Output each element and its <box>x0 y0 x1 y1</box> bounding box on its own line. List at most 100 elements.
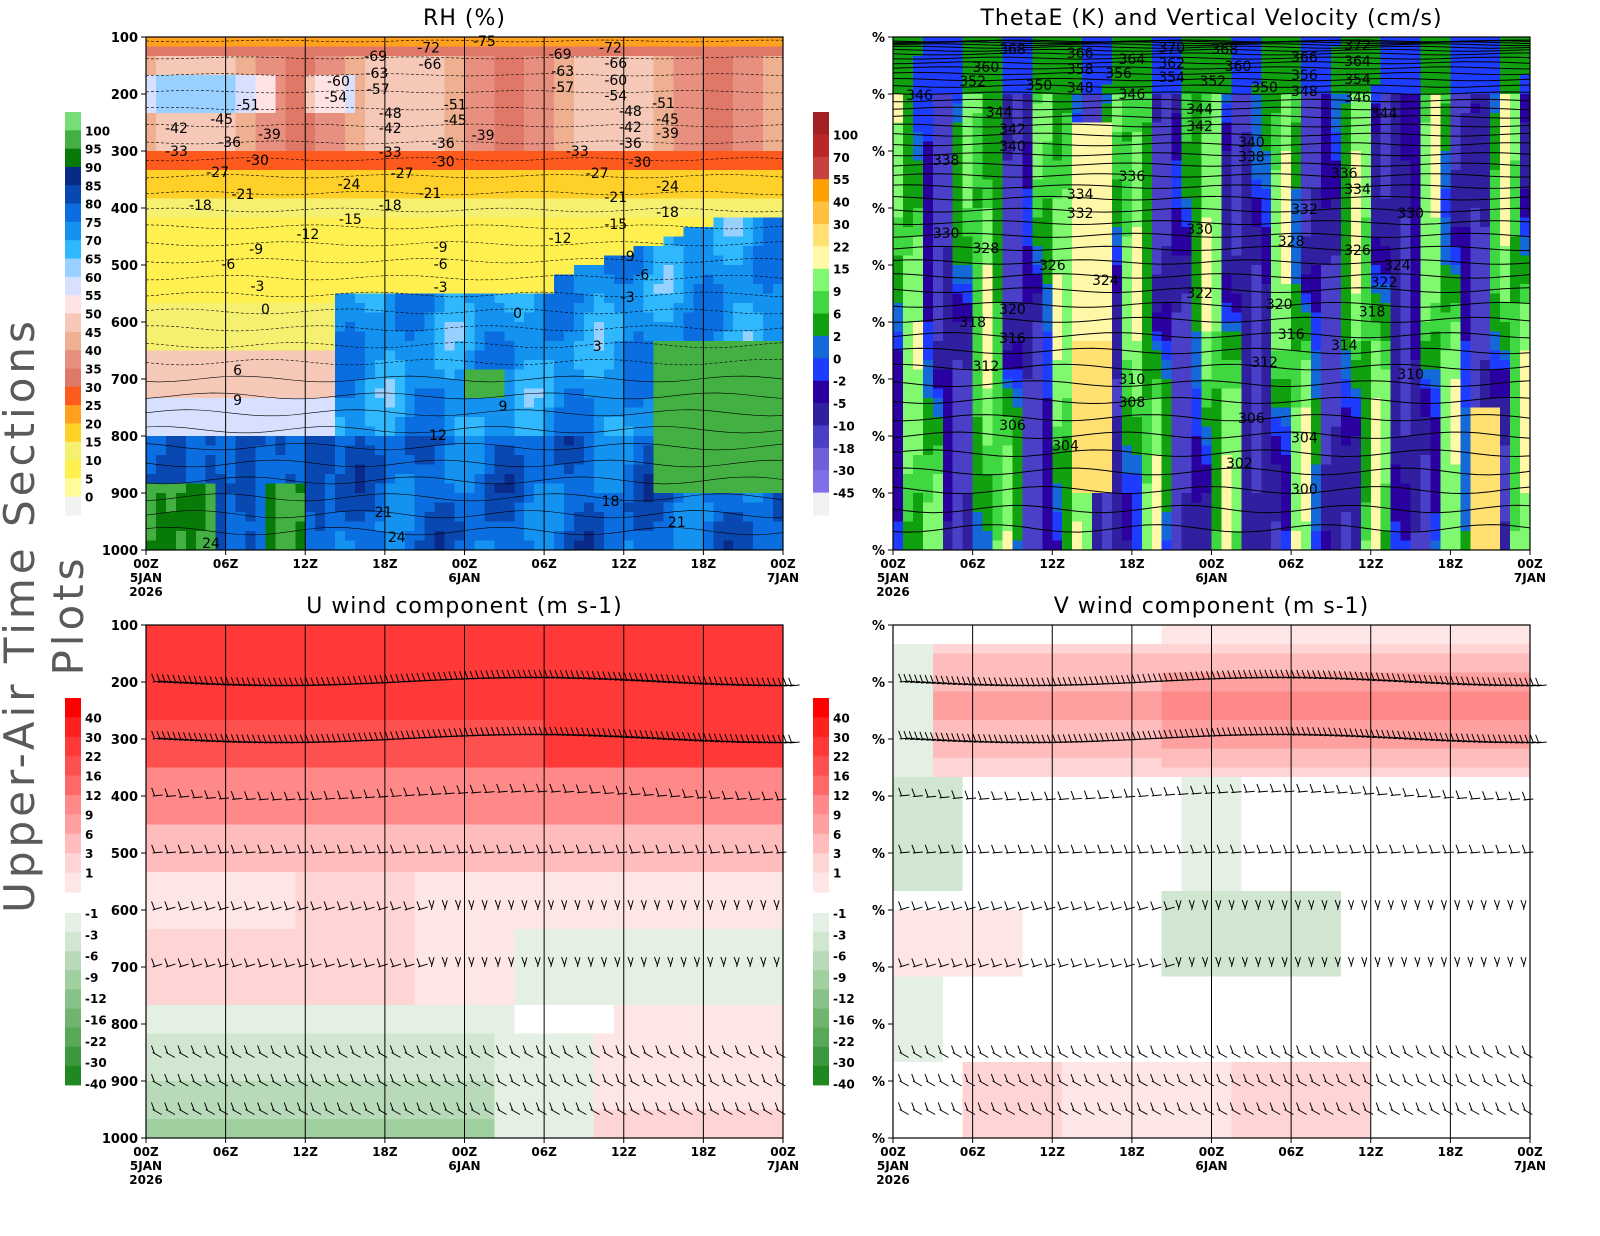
filled-contour-cell <box>952 540 964 551</box>
filled-contour-cell <box>643 170 655 181</box>
filled-contour-cell <box>524 113 535 124</box>
filled-contour-cell <box>235 198 247 209</box>
filled-contour-cell <box>723 284 734 295</box>
filled-contour-cell <box>1052 531 1063 542</box>
filled-contour-cell <box>613 293 625 304</box>
filled-contour-cell <box>265 464 276 475</box>
filled-contour-cell <box>325 246 336 257</box>
filled-contour-cell <box>325 502 336 513</box>
filled-contour-cell <box>155 360 167 371</box>
filled-contour-cell <box>454 407 466 418</box>
filled-contour-cell <box>504 236 515 247</box>
filled-contour-cell <box>335 388 346 399</box>
filled-contour-cell <box>733 208 744 219</box>
filled-contour-cell <box>1121 189 1133 200</box>
filled-contour-cell <box>693 417 704 428</box>
filled-contour-cell <box>315 75 326 86</box>
filled-contour-cell <box>992 360 1004 371</box>
filled-contour-cell <box>583 141 595 152</box>
filled-contour-cell <box>683 113 695 124</box>
filled-contour-cell <box>554 502 565 513</box>
filled-contour-cell <box>683 502 695 513</box>
filled-contour-cell <box>245 331 257 342</box>
filled-contour-cell <box>633 531 645 542</box>
filled-contour-cell <box>633 512 645 523</box>
filled-contour-cell <box>195 122 207 133</box>
filled-contour-cell <box>374 512 386 523</box>
filled-contour-cell <box>514 179 525 190</box>
filled-contour-cell <box>524 246 535 257</box>
filled-contour-cell <box>185 540 197 551</box>
filled-contour-cell <box>474 331 486 342</box>
contour-label: -69 <box>364 49 387 65</box>
filled-contour-cell <box>613 46 625 57</box>
filled-contour-cell <box>932 208 944 219</box>
filled-contour-cell <box>355 179 366 190</box>
filled-contour-cell <box>713 322 724 333</box>
filled-contour-cell <box>1012 388 1023 399</box>
filled-contour-cell <box>195 141 207 152</box>
filled-contour-cell <box>195 113 207 124</box>
filled-contour-cell <box>434 255 446 266</box>
filled-contour-cell <box>763 350 774 361</box>
filled-contour-cell <box>583 189 595 200</box>
filled-contour-cell <box>683 189 695 200</box>
filled-contour-cell <box>1012 369 1023 380</box>
filled-contour-cell <box>424 331 436 342</box>
filled-contour-cell <box>613 493 625 504</box>
filled-contour-cell <box>593 84 605 95</box>
filled-contour-cell <box>613 255 625 266</box>
filled-contour-cell <box>893 322 904 333</box>
filled-contour-cell <box>703 284 714 295</box>
filled-contour-cell <box>663 151 675 162</box>
filled-contour-cell <box>643 512 655 523</box>
filled-contour-cell <box>583 350 595 361</box>
filled-contour-cell <box>603 65 615 76</box>
filled-contour-cell <box>484 512 495 523</box>
filled-contour-cell <box>753 407 764 418</box>
filled-contour-cell <box>474 531 486 542</box>
filled-contour-cell <box>753 312 764 323</box>
filled-contour-cell <box>384 521 396 532</box>
filled-contour-cell <box>285 531 296 542</box>
filled-contour-cell <box>464 474 476 485</box>
filled-contour-cell <box>992 369 1004 380</box>
filled-contour-cell <box>663 208 675 219</box>
filled-contour-cell <box>1082 132 1093 143</box>
filled-contour-cell <box>743 341 754 352</box>
filled-contour-cell <box>713 493 724 504</box>
filled-contour-cell <box>1111 426 1123 437</box>
filled-contour-cell <box>713 151 724 162</box>
filled-contour-cell <box>175 293 187 304</box>
filled-contour-cell <box>484 464 495 475</box>
filled-contour-cell <box>225 436 237 447</box>
filled-contour-cell <box>285 37 296 48</box>
filled-contour-cell <box>613 132 625 143</box>
filled-contour-cell <box>155 436 167 447</box>
filled-contour-cell <box>1012 312 1023 323</box>
filled-contour-cell <box>146 227 157 238</box>
filled-contour-cell <box>613 398 625 409</box>
filled-contour-cell <box>1012 246 1023 257</box>
filled-contour-cell <box>1072 322 1083 333</box>
filled-contour-cell <box>703 122 714 133</box>
filled-contour-cell <box>414 474 426 485</box>
filled-contour-cell <box>255 436 267 447</box>
filled-contour-cell <box>564 255 575 266</box>
filled-contour-cell <box>713 217 724 228</box>
filled-contour-cell <box>295 512 306 523</box>
filled-contour-cell <box>374 398 386 409</box>
filled-contour-cell <box>1062 445 1073 456</box>
filled-contour-cell <box>972 103 984 114</box>
filled-contour-cell <box>345 65 356 76</box>
filled-contour-cell <box>374 331 386 342</box>
filled-contour-cell <box>564 265 575 276</box>
filled-contour-cell <box>225 75 237 86</box>
filled-contour-cell <box>245 540 257 551</box>
filled-contour-cell <box>583 445 595 456</box>
filled-contour-cell <box>384 141 396 152</box>
filled-contour-cell <box>713 227 724 238</box>
filled-contour-cell <box>982 65 994 76</box>
colorbar-label: 5 <box>85 472 93 486</box>
filled-contour-cell <box>972 56 984 67</box>
